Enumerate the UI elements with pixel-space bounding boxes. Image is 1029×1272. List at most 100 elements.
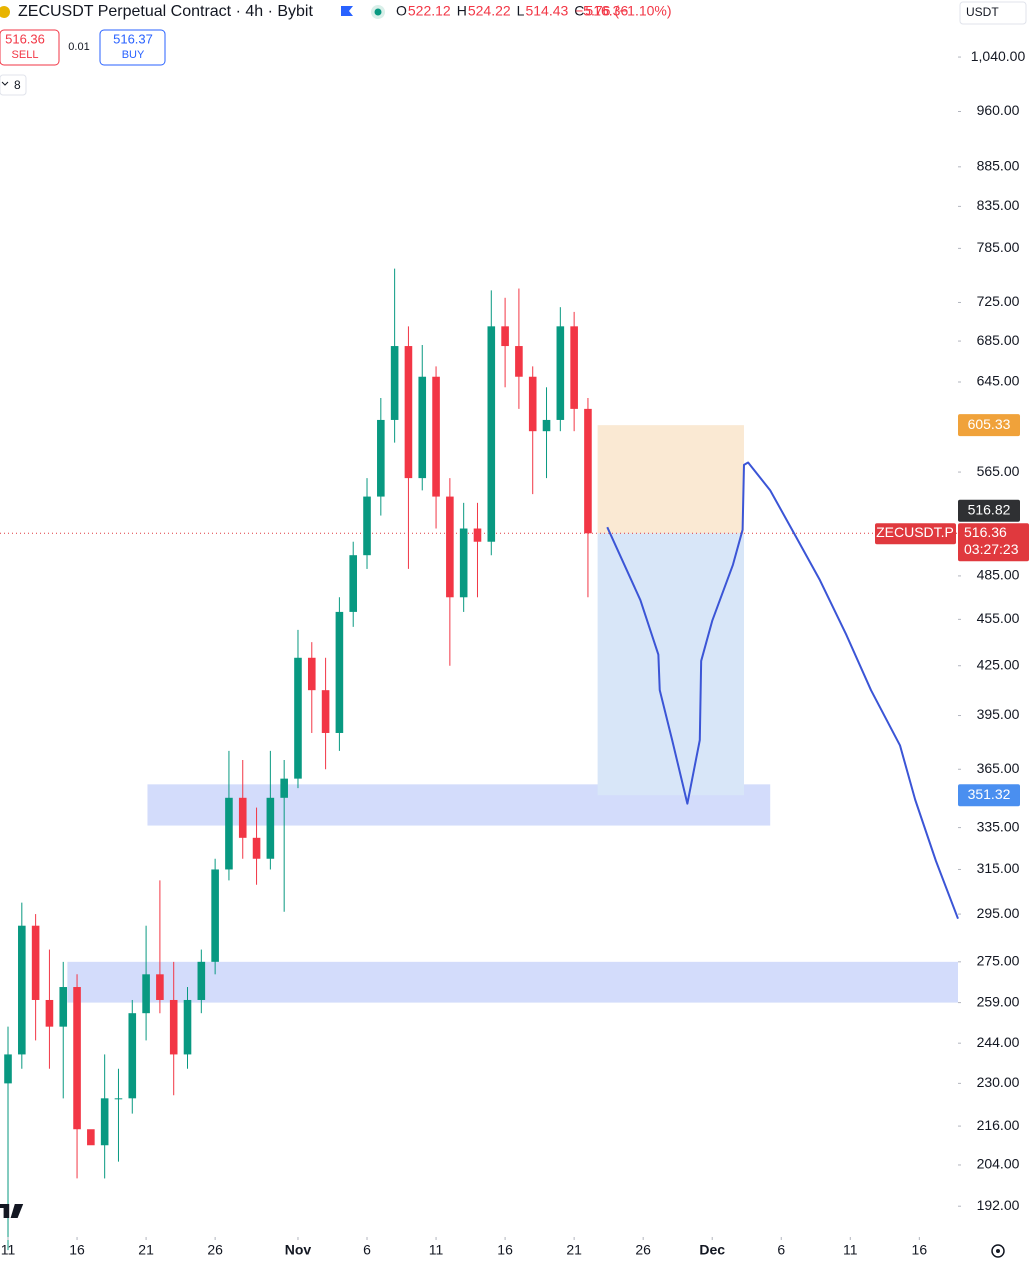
candle-body xyxy=(487,326,496,542)
candle-body xyxy=(211,869,219,962)
candle-body xyxy=(142,974,150,1014)
candle-body xyxy=(459,528,468,598)
price-tag xyxy=(958,784,1020,807)
zone xyxy=(67,961,958,1003)
x-tick-label: 6 xyxy=(363,1242,371,1258)
ohlc: O 522.12 H 524.22 L 514.43 C 516.36 xyxy=(396,3,628,19)
symbol-icon xyxy=(0,6,10,18)
last-price-name-bg xyxy=(875,523,956,545)
symbol-title: ZECUSDT Perpetual Contract · 4h · Bybit xyxy=(18,3,313,20)
logo xyxy=(0,1204,24,1218)
projection-line xyxy=(606,461,959,920)
x-tick-label: Nov xyxy=(285,1242,312,1258)
candle-body xyxy=(197,961,206,1000)
x-tick-label: 26 xyxy=(207,1242,223,1258)
settings-icon[interactable] xyxy=(991,1244,1005,1258)
position-risk xyxy=(597,425,744,534)
price-tag xyxy=(958,414,1020,437)
candle-body xyxy=(59,987,68,1027)
last-price-tag xyxy=(958,523,1029,562)
candle-body xyxy=(18,925,26,1055)
price-tag-label: 516.82 xyxy=(968,501,1011,517)
sell-price[interactable]: 516.36 xyxy=(5,31,45,46)
y-tick-label: 645.00 xyxy=(977,373,1020,389)
candle-body xyxy=(45,999,54,1027)
y-tick-label: 395.00 xyxy=(977,706,1020,722)
buy-label[interactable]: BUY xyxy=(122,49,145,61)
buy-button[interactable] xyxy=(99,29,166,66)
candle-body xyxy=(252,837,261,859)
sell-label[interactable]: SELL xyxy=(12,49,39,61)
currency-button[interactable] xyxy=(959,1,1027,25)
y-tick-label: 192.00 xyxy=(977,1197,1020,1213)
candle-body xyxy=(238,797,247,838)
y-tick-label: 425.00 xyxy=(977,656,1020,672)
last-price-name: ZECUSDT.P xyxy=(876,524,954,540)
x-tick-label: 16 xyxy=(69,1242,85,1258)
price-tag xyxy=(958,499,1020,522)
x-tick-label: 11 xyxy=(843,1242,858,1258)
x-tick-label: 6 xyxy=(777,1242,785,1258)
sell-button[interactable] xyxy=(0,29,60,66)
y-tick-label: 295.00 xyxy=(977,905,1020,921)
candle-body xyxy=(377,419,385,497)
y-tick-label: 565.00 xyxy=(977,463,1020,479)
y-tick-label: 485.00 xyxy=(977,567,1020,583)
candle-body xyxy=(501,326,509,347)
y-tick-label: 685.00 xyxy=(977,332,1020,348)
y-tick-label: 785.00 xyxy=(977,239,1020,255)
buy-price[interactable]: 516.37 xyxy=(113,31,153,46)
currency[interactable]: USDT xyxy=(966,5,999,19)
ohlc-key: C xyxy=(574,3,584,19)
y-tick-label: 1,040.00 xyxy=(971,48,1026,64)
plot xyxy=(0,268,959,1251)
y-tick-label: 960.00 xyxy=(977,102,1020,118)
settings-icon-dot xyxy=(996,1249,1000,1253)
candle-body xyxy=(515,346,523,377)
y-tick-label: 244.00 xyxy=(977,1034,1020,1050)
y-tick-label: 365.00 xyxy=(977,760,1020,776)
x-tick-label: 26 xyxy=(635,1242,651,1258)
price-tag-label: 605.33 xyxy=(968,416,1011,432)
candle-body xyxy=(100,1098,109,1146)
ohlc-value: 524.22 xyxy=(468,3,511,19)
x-tick-label: 16 xyxy=(912,1242,928,1258)
indicators-toggle[interactable] xyxy=(0,74,27,96)
flag-icon[interactable] xyxy=(341,6,353,16)
candle-body xyxy=(473,528,482,542)
y-tick-label: 455.00 xyxy=(977,610,1020,626)
candle-body xyxy=(183,999,192,1055)
ohlc-key: H xyxy=(457,3,467,19)
y-tick-label: 725.00 xyxy=(977,293,1020,309)
candle-body xyxy=(363,496,371,556)
candle-body xyxy=(307,657,316,691)
candle-body xyxy=(584,408,592,534)
candle-body xyxy=(418,376,427,479)
x-tick-label: 11 xyxy=(429,1242,444,1258)
x-tick-label: Dec xyxy=(699,1242,725,1258)
y-tick-label: 259.00 xyxy=(977,993,1020,1009)
x-tick-label: 21 xyxy=(138,1242,154,1258)
candle-body xyxy=(294,657,302,779)
ohlc-value: 516.36 xyxy=(585,3,628,19)
candle-body xyxy=(528,376,537,432)
candle-body xyxy=(335,611,344,733)
quantity[interactable]: 0.01 xyxy=(68,41,89,53)
y-tick-label: 216.00 xyxy=(977,1117,1020,1133)
x-tick-label: 16 xyxy=(497,1242,513,1258)
candle-body xyxy=(156,974,164,1000)
y-tick-label: 335.00 xyxy=(977,818,1020,834)
candle-body xyxy=(266,797,275,859)
candle-body xyxy=(280,778,288,798)
candle-body xyxy=(390,346,399,420)
y-tick-label: 230.00 xyxy=(977,1074,1020,1090)
price-tag-label: 351.32 xyxy=(968,786,1011,802)
ohlc-value: 514.43 xyxy=(525,3,568,19)
candle-body xyxy=(73,987,81,1130)
y-tick-label: 315.00 xyxy=(977,860,1020,876)
y-tick-label: 885.00 xyxy=(977,158,1020,174)
countdown: 03:27:23 xyxy=(964,541,1019,557)
candle-body xyxy=(432,376,440,497)
position-target xyxy=(597,533,744,796)
